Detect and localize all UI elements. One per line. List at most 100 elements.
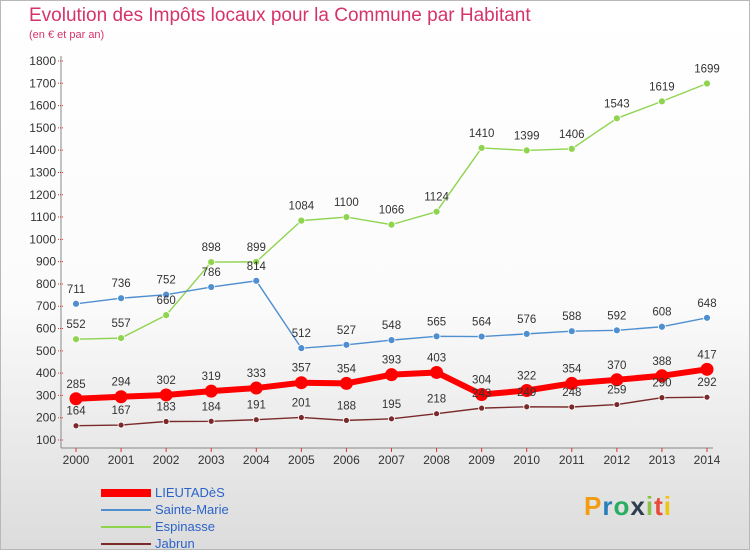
data-point (477, 332, 486, 341)
data-point (613, 401, 621, 408)
data-label: 354 (562, 363, 582, 375)
y-tick-label: 100 (36, 433, 56, 447)
legend-label: Jabrun (155, 536, 195, 551)
y-tick-label: 1000 (29, 232, 56, 246)
data-point (700, 362, 714, 376)
data-label: 403 (427, 352, 446, 364)
x-tick-label: 2001 (108, 453, 135, 467)
legend-swatch (101, 508, 151, 511)
data-point (162, 418, 170, 425)
data-label: 1084 (289, 201, 315, 213)
y-tick-label: 1100 (30, 210, 56, 224)
data-label: 184 (202, 401, 222, 413)
data-point (432, 332, 441, 341)
data-label: 201 (292, 397, 311, 409)
data-point (658, 97, 666, 106)
data-point (252, 257, 261, 266)
data-label: 564 (472, 317, 492, 329)
data-label: 243 (472, 388, 491, 400)
data-point (475, 388, 489, 402)
data-label: 660 (157, 295, 176, 307)
data-point (565, 376, 579, 390)
data-point (388, 415, 395, 423)
data-point (297, 216, 306, 225)
data-point (567, 144, 576, 153)
data-point (703, 313, 711, 322)
y-tick-label: 1700 (29, 76, 56, 90)
x-tick-label: 2002 (153, 453, 180, 467)
data-label: 304 (472, 375, 492, 387)
legend-swatch (101, 488, 151, 497)
legend: LIEUTADèS Sainte-Marie Espinasse Jabrun (101, 484, 229, 552)
data-point (72, 299, 80, 308)
data-label: 648 (697, 298, 716, 310)
data-point (703, 393, 711, 401)
data-point (252, 276, 261, 285)
data-label: 1399 (514, 130, 540, 142)
data-label: 354 (337, 363, 357, 375)
x-tick-label: 2012 (604, 453, 631, 467)
data-point (522, 329, 531, 338)
data-label: 218 (427, 394, 446, 406)
data-point (207, 258, 216, 266)
data-point (342, 213, 351, 221)
data-label: 736 (111, 278, 130, 290)
y-tick-label: 1200 (29, 188, 56, 202)
data-point (162, 290, 171, 299)
data-label: 294 (111, 377, 131, 389)
x-tick-label: 2004 (243, 453, 270, 467)
data-label: 557 (111, 318, 130, 330)
legend-label: LIEUTADèS (155, 485, 225, 500)
data-point (159, 388, 173, 402)
data-label: 565 (427, 316, 446, 328)
data-label: 592 (607, 310, 626, 322)
data-point (655, 369, 669, 383)
data-label: 417 (697, 349, 716, 361)
data-label: 183 (157, 401, 176, 413)
data-label: 319 (202, 371, 221, 383)
legend-swatch (101, 525, 151, 528)
data-point (703, 79, 711, 88)
data-label: 552 (66, 319, 85, 331)
y-tick-label: 300 (36, 388, 56, 402)
data-point (72, 422, 80, 430)
data-point (117, 334, 125, 343)
y-tick-label: 1400 (29, 143, 56, 157)
data-label: 248 (562, 387, 581, 399)
data-label: 588 (562, 311, 581, 323)
data-label: 191 (247, 400, 266, 412)
legend-item: Jabrun (101, 535, 229, 552)
data-point (567, 327, 576, 336)
x-tick-label: 2009 (468, 453, 495, 467)
data-label: 292 (697, 377, 716, 389)
legend-item: Espinasse (101, 518, 229, 535)
logo-letter: i (645, 491, 655, 521)
logo-letter: r (602, 491, 614, 521)
data-label: 1619 (649, 81, 675, 93)
proxiti-logo: Proxiti (584, 491, 672, 522)
data-point (117, 421, 125, 429)
data-label: 1410 (469, 128, 495, 140)
data-point (297, 344, 306, 353)
data-point (430, 365, 444, 379)
data-label: 1543 (604, 98, 630, 110)
data-point (343, 416, 350, 424)
data-label: 898 (202, 242, 221, 254)
data-point (433, 410, 440, 418)
data-label: 370 (607, 360, 626, 372)
data-label: 164 (66, 406, 86, 418)
data-label: 899 (247, 242, 266, 254)
data-label: 188 (337, 400, 356, 412)
data-point (478, 404, 486, 412)
data-label: 1066 (379, 205, 405, 217)
data-label: 195 (382, 399, 401, 411)
data-point (207, 283, 216, 291)
data-label: 752 (157, 275, 176, 287)
data-label: 512 (292, 328, 311, 340)
data-label: 548 (382, 320, 401, 332)
data-point (252, 416, 260, 424)
data-point (477, 144, 486, 152)
data-label: 249 (517, 387, 536, 399)
